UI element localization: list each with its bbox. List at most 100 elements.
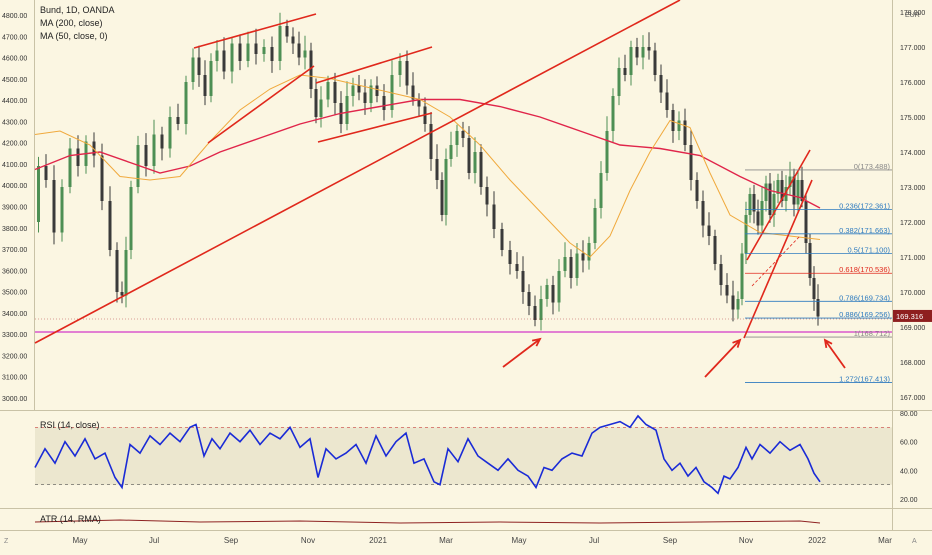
left-axis-tick-label: 4800.00: [2, 13, 27, 20]
fib-level-label: 1(168.712): [854, 329, 891, 338]
last-price-tag: [893, 309, 932, 322]
left-axis-tick-label: 3500.00: [2, 290, 27, 297]
candle-body: [44, 166, 48, 180]
candle-body: [203, 75, 207, 96]
candle-body: [262, 47, 266, 54]
right-axis-tick-label: 176.000: [900, 80, 925, 87]
candle-body: [375, 85, 379, 96]
candle-body: [671, 110, 675, 131]
candle-body: [796, 180, 800, 205]
candle-body: [792, 176, 796, 205]
fib-level-label: 0.236(172.361): [839, 201, 890, 210]
zoom-glyph: Z: [4, 538, 9, 545]
arrow-shaft: [502, 338, 541, 368]
rsi-line: [34, 414, 821, 495]
candle-body: [238, 43, 242, 61]
left-axis-tick-label: 3300.00: [2, 332, 27, 339]
candle-body: [417, 99, 421, 107]
candle-body: [659, 75, 663, 93]
candle-body: [772, 194, 776, 215]
trendline: [315, 46, 433, 84]
candle-body: [780, 180, 784, 201]
left-axis-tick-label: 4600.00: [2, 56, 27, 63]
candle-body: [363, 92, 367, 103]
left-axis-tick-label: 3400.00: [2, 311, 27, 318]
candle-body: [539, 299, 543, 320]
left-axis-tick-label: 3800.00: [2, 226, 27, 233]
right-axis-tick-label: 178.000: [900, 10, 925, 17]
fib-level-label: 0.886(169.256): [839, 310, 890, 319]
rsi-axis-label: 80.00: [900, 411, 918, 418]
candle-body: [485, 187, 489, 205]
candle-body: [611, 96, 615, 131]
candle-body: [215, 50, 219, 61]
candle-body: [435, 159, 439, 180]
candle-body: [398, 61, 402, 75]
arrow-shaft: [824, 339, 846, 369]
candle-body: [115, 250, 119, 292]
left-axis-tick-label: 3700.00: [2, 247, 27, 254]
candle-body: [76, 148, 80, 166]
candle-body: [254, 43, 258, 54]
candle-body: [816, 299, 820, 317]
right-axis-tick-label: 173.000: [900, 185, 925, 192]
trendline: [746, 149, 811, 261]
left-axis-tick-label: 4700.00: [2, 34, 27, 41]
candle-body: [695, 180, 699, 201]
candle-body: [291, 36, 295, 44]
right-axis-tick-label: 169.000: [900, 325, 925, 332]
candle-body: [563, 257, 567, 271]
candle-body: [278, 26, 282, 61]
candle-body: [184, 82, 188, 124]
time-axis-label: May: [72, 536, 87, 545]
candle-body: [527, 292, 531, 306]
candle-body: [500, 229, 504, 250]
candle-body: [209, 61, 213, 96]
time-axis-label: Sep: [663, 536, 678, 545]
candle-body: [108, 201, 112, 250]
candle-body: [748, 194, 752, 215]
candle-body: [68, 148, 72, 187]
candle-body: [701, 201, 705, 226]
candle-body: [120, 292, 124, 296]
left-axis-tick-label: 3000.00: [2, 396, 27, 403]
left-axis-tick-label: 4000.00: [2, 183, 27, 190]
fib-level-label: 1.272(167.413): [839, 375, 890, 384]
candle-body: [129, 187, 133, 250]
arrow-head: [732, 338, 742, 348]
right-axis-tick-label: 171.000: [900, 255, 925, 262]
ma50-legend: MA (50, close, 0): [40, 31, 108, 41]
candle-body: [760, 201, 764, 226]
candle-body: [351, 85, 355, 96]
candle-body: [176, 117, 180, 124]
candle-body: [479, 152, 483, 187]
right-axis-tick-label: 174.000: [900, 150, 925, 157]
right-axis-tick-label: 175.000: [900, 115, 925, 122]
trendline: [317, 112, 433, 143]
candle-body: [641, 47, 645, 58]
time-axis-label: 2021: [369, 536, 387, 545]
candle-body: [37, 166, 40, 222]
candle-body: [508, 250, 512, 264]
candle-body: [533, 306, 537, 320]
trendline: [193, 13, 317, 49]
candle-body: [623, 68, 627, 75]
candle-body: [52, 180, 56, 233]
atr-line: [34, 519, 821, 524]
candle-body: [653, 50, 657, 75]
candle-body: [144, 145, 148, 166]
rsi-band: [35, 427, 892, 485]
time-axis-label: Mar: [439, 536, 453, 545]
trendline: [34, 0, 681, 344]
right-axis-tick-label: 177.000: [900, 45, 925, 52]
candle-body: [191, 57, 195, 82]
candle-body: [168, 117, 172, 149]
candle-body: [222, 50, 226, 72]
atr-legend: ATR (14, RMA): [40, 514, 101, 524]
currency-label: EUR: [905, 12, 920, 19]
rsi-axis-label: 60.00: [900, 440, 918, 447]
arrow-head: [823, 338, 833, 349]
candle-body: [756, 211, 760, 226]
